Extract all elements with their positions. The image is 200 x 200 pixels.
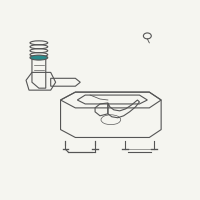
Ellipse shape (30, 55, 48, 60)
